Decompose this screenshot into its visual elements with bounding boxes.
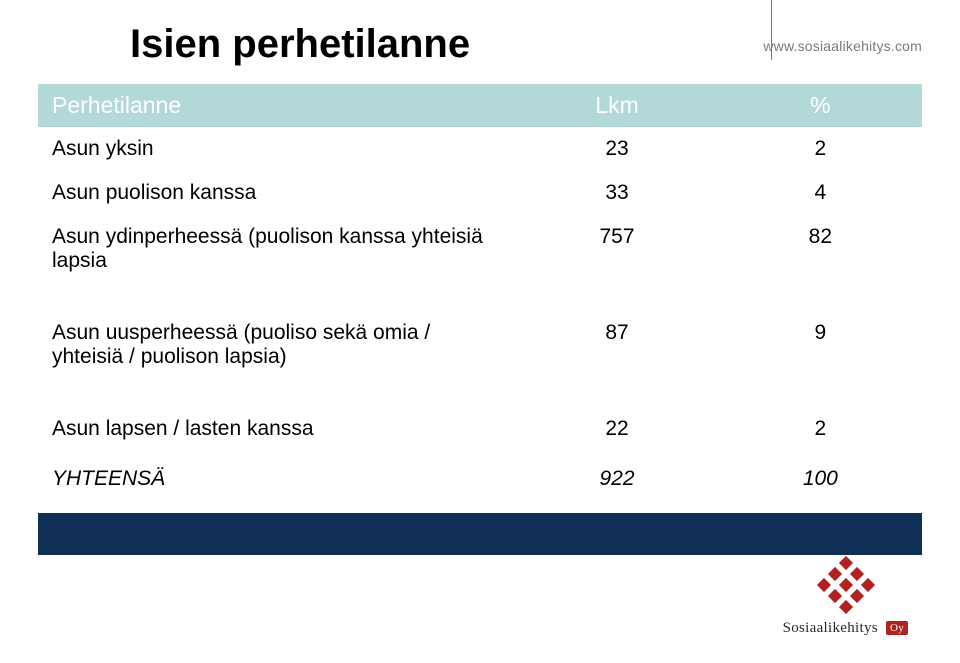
logo-name: Sosiaalikehitys: [783, 620, 878, 636]
cell-pct: 9: [719, 311, 922, 379]
cell-pct: 2: [719, 407, 922, 451]
cell-lkm: 757: [515, 215, 718, 283]
table-row: Asun yksin 23 2: [38, 127, 922, 171]
cell-lkm: 23: [515, 127, 718, 171]
cell-label: Asun lapsen / lasten kanssa: [38, 407, 515, 451]
cell-label: Asun yksin: [38, 127, 515, 171]
logo: Sosiaalikehitys Oy: [783, 556, 908, 637]
total-pct: 100: [719, 451, 922, 507]
logo-text: Sosiaalikehitys Oy: [783, 620, 908, 637]
cell-label: Asun ydinperheessä (puolison kanssa yhte…: [38, 215, 515, 283]
table-spacer: [38, 379, 922, 407]
table-row: Asun uusperheessä (puoliso sekä omia / y…: [38, 311, 922, 379]
cell-label: Asun uusperheessä (puoliso sekä omia / y…: [38, 311, 515, 379]
table-header-row: Perhetilanne Lkm %: [38, 84, 922, 127]
total-lkm: 922: [515, 451, 718, 507]
diamond-logo-icon: [806, 556, 884, 614]
cell-pct: 4: [719, 171, 922, 215]
data-table: Perhetilanne Lkm % Asun yksin 23 2 Asun …: [38, 84, 922, 507]
site-url: www.sosiaalikehitys.com: [763, 38, 922, 54]
table-row: Asun puolison kanssa 33 4: [38, 171, 922, 215]
table-row: Asun lapsen / lasten kanssa 22 2: [38, 407, 922, 451]
cell-pct: 2: [719, 127, 922, 171]
cell-lkm: 22: [515, 407, 718, 451]
col-header-lkm: Lkm: [515, 84, 718, 127]
footer-band: [38, 513, 922, 555]
col-header-label: Perhetilanne: [38, 84, 515, 127]
cell-label: Asun puolison kanssa: [38, 171, 515, 215]
logo-oy: Oy: [886, 621, 908, 635]
table-spacer: [38, 283, 922, 311]
table-row: Asun ydinperheessä (puolison kanssa yhte…: [38, 215, 922, 283]
table-total-row: YHTEENSÄ 922 100: [38, 451, 922, 507]
page-title: Isien perhetilanne: [130, 22, 470, 67]
cell-lkm: 33: [515, 171, 718, 215]
col-header-pct: %: [719, 84, 922, 127]
cell-lkm: 87: [515, 311, 718, 379]
cell-pct: 82: [719, 215, 922, 283]
total-label: YHTEENSÄ: [38, 451, 515, 507]
